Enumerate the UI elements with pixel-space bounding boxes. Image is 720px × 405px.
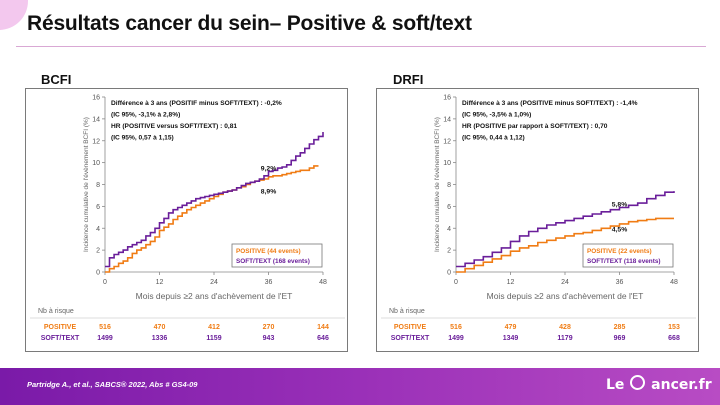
drfi-risk-value: 1349 — [503, 335, 519, 342]
bcfi-x-tick-label: 12 — [156, 279, 164, 286]
drfi-point-label: 5,8% — [612, 201, 628, 208]
drfi-x-axis-label: Mois depuis ≥2 ans d'achèvement de l'ET — [487, 291, 644, 301]
bcfi-series-softtext — [105, 132, 324, 268]
title-divider — [16, 46, 706, 47]
drfi-y-tick-label: 6 — [447, 204, 451, 211]
drfi-annotation-line: (IC 95%, -3,5% à 1,0%) — [462, 112, 531, 119]
bcfi-legend-entry: SOFT/TEXT (168 events) — [236, 258, 310, 265]
bcfi-risk-value: 412 — [208, 324, 220, 331]
drfi-risk-value: 516 — [450, 324, 462, 331]
drfi-x-tick-label: 12 — [507, 279, 515, 286]
drfi-x-tick-label: 36 — [616, 279, 624, 286]
drfi-risk-value: 428 — [559, 324, 571, 331]
bcfi-annotation-line: (IC 95%, -3,1% à 2,8%) — [111, 112, 180, 119]
drfi-series-positive — [456, 217, 674, 273]
bcfi-annotation-line: HR (POSITIVE versus SOFT/TEXT) : 0,81 — [111, 123, 237, 130]
bcfi-risk-row-label: SOFT/TEXT — [41, 335, 80, 342]
bcfi-legend-entry: POSITIVE (44 events) — [236, 248, 301, 255]
drfi-annotation-line: HR (POSITIVE par rapport à SOFT/TEXT) : … — [462, 123, 608, 130]
bcfi-x-axis-label: Mois depuis ≥2 ans d'achèvement de l'ET — [136, 291, 293, 301]
bcfi-y-tick-label: 14 — [92, 116, 100, 123]
logo-suffix: ancer.fr — [651, 377, 712, 393]
bcfi-y-tick-label: 4 — [96, 226, 100, 233]
bcfi-y-tick-label: 8 — [96, 182, 100, 189]
drfi-y-tick-label: 2 — [447, 248, 451, 255]
bcfi-y-axis-label: Incidence cumulative de l'évènement BCFI… — [83, 117, 90, 252]
drfi-risk-value: 668 — [668, 335, 680, 342]
logo-prefix: Le — [606, 377, 625, 393]
drfi-y-tick-label: 4 — [447, 226, 451, 233]
bcfi-x-tick-label: 36 — [265, 279, 273, 286]
drfi-y-tick-label: 0 — [447, 270, 451, 277]
brand-logo[interactable]: Le ancer.fr — [606, 375, 712, 393]
footer-reference: Partridge A., et al., SABCS® 2022, Abs #… — [27, 380, 198, 389]
drfi-legend-entry: POSITIVE (22 events) — [587, 248, 652, 255]
drfi-risk-row-label: POSITIVE — [394, 324, 427, 331]
bcfi-y-tick-label: 6 — [96, 204, 100, 211]
drfi-y-tick-label: 14 — [443, 116, 451, 123]
drfi-risk-value: 285 — [614, 324, 626, 331]
bcfi-risk-value: 516 — [99, 324, 111, 331]
footer-bar — [0, 368, 720, 405]
bcfi-y-tick-label: 0 — [96, 270, 100, 277]
bcfi-series-positive — [105, 165, 319, 273]
bcfi-x-tick-label: 0 — [103, 279, 107, 286]
drfi-x-tick-label: 0 — [454, 279, 458, 286]
drfi-risk-heading: Nb à risque — [389, 308, 425, 315]
bcfi-panel-label: BCFI — [37, 72, 76, 87]
drfi-series-softtext — [456, 191, 675, 268]
bcfi-panel — [25, 88, 348, 352]
bcfi-point-label: 9,2% — [261, 165, 277, 172]
bcfi-risk-value: 646 — [317, 335, 329, 342]
drfi-risk-value: 479 — [505, 324, 517, 331]
drfi-risk-value: 1179 — [557, 335, 572, 342]
bcfi-risk-value: 1336 — [152, 335, 168, 342]
bcfi-y-tick-label: 16 — [92, 95, 100, 102]
bcfi-risk-value: 470 — [154, 324, 166, 331]
bcfi-y-tick-label: 10 — [92, 160, 100, 167]
bcfi-risk-value: 1499 — [97, 335, 113, 342]
drfi-panel-label: DRFI — [389, 72, 428, 87]
bcfi-risk-value: 943 — [263, 335, 275, 342]
drfi-risk-value: 1499 — [448, 335, 464, 342]
drfi-risk-value: 153 — [668, 324, 680, 331]
drfi-risk-value: 969 — [614, 335, 626, 342]
bcfi-risk-value: 270 — [263, 324, 275, 331]
bcfi-x-tick-label: 24 — [210, 279, 218, 286]
drfi-legend-entry: SOFT/TEXT (118 events) — [587, 258, 661, 265]
drfi-annotation-line: Différence à 3 ans (POSITIVE minus SOFT/… — [462, 100, 638, 107]
bcfi-risk-value: 1159 — [206, 335, 221, 342]
bcfi-risk-value: 144 — [317, 324, 329, 331]
bcfi-annotation-line: (IC 95%, 0,57 à 1,15) — [111, 135, 174, 142]
slide-title: Résultats cancer du sein– Positive & sof… — [27, 12, 472, 35]
bcfi-point-label: 8,9% — [261, 188, 277, 195]
drfi-y-tick-label: 12 — [443, 138, 451, 145]
drfi-x-tick-label: 24 — [561, 279, 569, 286]
bcfi-risk-row-label: POSITIVE — [44, 324, 77, 331]
bcfi-y-tick-label: 12 — [92, 138, 100, 145]
drfi-point-label: 4,5% — [612, 227, 628, 234]
drfi-risk-row-label: SOFT/TEXT — [391, 335, 430, 342]
drfi-y-axis-label: Incidence cumulative de l'évènement BCFI… — [434, 117, 441, 252]
bcfi-x-tick-label: 48 — [319, 279, 327, 286]
drfi-y-tick-label: 10 — [443, 160, 451, 167]
drfi-y-tick-label: 16 — [443, 95, 451, 102]
drfi-x-tick-label: 48 — [670, 279, 678, 286]
bcfi-y-tick-label: 2 — [96, 248, 100, 255]
drfi-y-tick-label: 8 — [447, 182, 451, 189]
bcfi-risk-heading: Nb à risque — [38, 308, 74, 315]
bcfi-annotation-line: Différence à 3 ans (POSITIF minus SOFT/T… — [111, 100, 282, 107]
bcfi-legend-box — [231, 243, 323, 268]
drfi-annotation-line: (IC 95%, 0,44 à 1,12) — [462, 135, 525, 142]
drfi-legend-box — [582, 243, 674, 268]
c-ring-icon — [630, 375, 646, 390]
